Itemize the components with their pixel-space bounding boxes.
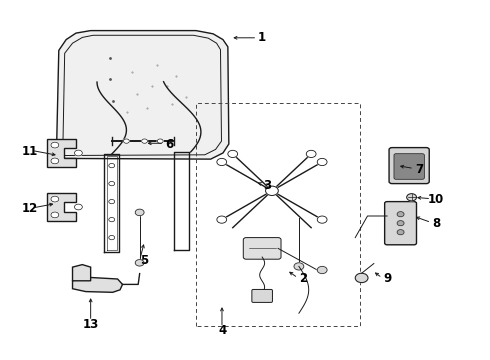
Circle shape [355, 273, 368, 283]
Text: 6: 6 [165, 138, 173, 150]
Circle shape [109, 181, 115, 186]
FancyBboxPatch shape [389, 148, 429, 184]
Circle shape [51, 196, 59, 202]
Circle shape [317, 216, 327, 223]
Polygon shape [73, 265, 91, 281]
Polygon shape [56, 31, 229, 159]
Text: 5: 5 [141, 255, 148, 267]
Text: 9: 9 [383, 273, 391, 285]
Circle shape [397, 221, 404, 226]
Circle shape [266, 186, 278, 195]
Text: 1: 1 [258, 31, 266, 44]
Circle shape [123, 139, 129, 143]
Circle shape [109, 163, 115, 168]
Text: 13: 13 [82, 318, 99, 330]
FancyBboxPatch shape [252, 289, 272, 302]
Circle shape [317, 158, 327, 166]
Circle shape [135, 260, 144, 266]
FancyBboxPatch shape [244, 238, 281, 259]
FancyBboxPatch shape [394, 154, 424, 179]
Circle shape [217, 158, 227, 166]
Circle shape [109, 199, 115, 204]
Polygon shape [73, 277, 122, 292]
Circle shape [51, 212, 59, 218]
Text: 11: 11 [21, 145, 38, 158]
Circle shape [109, 235, 115, 240]
Circle shape [306, 150, 316, 158]
Text: 8: 8 [432, 217, 440, 230]
Text: 12: 12 [21, 202, 38, 215]
Text: 3: 3 [263, 179, 271, 192]
Circle shape [318, 266, 327, 274]
Circle shape [407, 194, 416, 201]
Circle shape [217, 216, 227, 223]
FancyBboxPatch shape [385, 202, 416, 245]
Text: 4: 4 [219, 324, 227, 337]
Text: 7: 7 [415, 163, 423, 176]
Circle shape [74, 204, 82, 210]
Text: 2: 2 [299, 273, 307, 285]
Text: 10: 10 [428, 193, 444, 206]
Polygon shape [47, 139, 76, 167]
Circle shape [74, 150, 82, 156]
Circle shape [397, 230, 404, 235]
Circle shape [109, 217, 115, 222]
Circle shape [142, 139, 147, 143]
Circle shape [228, 150, 238, 158]
Circle shape [135, 209, 144, 216]
Circle shape [157, 139, 163, 143]
Circle shape [294, 263, 304, 270]
Circle shape [51, 142, 59, 148]
Polygon shape [47, 193, 76, 221]
Circle shape [397, 212, 404, 217]
Circle shape [51, 158, 59, 164]
